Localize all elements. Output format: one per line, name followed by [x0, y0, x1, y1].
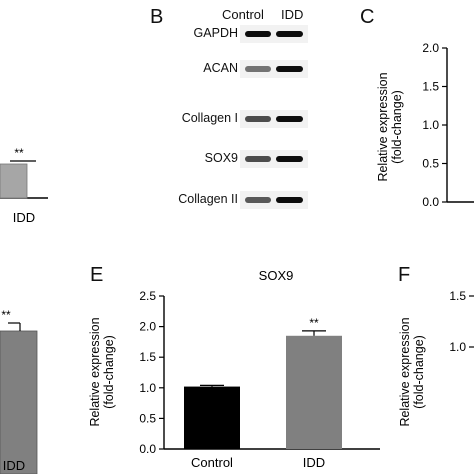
blot-label-sox9: SOX9	[204, 151, 238, 165]
panel-e-ytick-label: 1.5	[139, 350, 156, 364]
panel-d-xtick-label: IDD	[3, 458, 25, 473]
blot-label-acan: ACAN	[203, 61, 238, 75]
panel-c-ylabel: Relative expression(fold-change)	[376, 72, 404, 181]
blot-band-idd	[276, 31, 303, 37]
panel-e-significance: **	[309, 316, 319, 330]
panel-e-xtick-label: IDD	[303, 455, 325, 470]
panel-label-f: F	[398, 264, 411, 286]
blot-label-collagen-i: Collagen I	[181, 111, 238, 125]
blot-label-collagen-ii: Collagen II	[178, 192, 238, 206]
panel-f-ylabel: Relative expression(fold-change)	[398, 317, 426, 426]
panel-a-bar-idd	[0, 163, 28, 199]
panel-d-significance: **	[1, 308, 11, 322]
panel-f-ytick-label: 1.5	[449, 289, 466, 303]
blot-band-idd	[276, 66, 303, 72]
panel-c-ytick-label: 1.5	[422, 80, 439, 94]
blot-band-control	[245, 116, 271, 122]
blot-strip	[240, 60, 308, 78]
panel-c-ytick-label: 0.0	[422, 195, 439, 209]
blot-band-control	[245, 31, 271, 37]
blot-strip	[240, 191, 308, 209]
panel-e-bar-control	[184, 386, 240, 449]
panel-label-b: B	[150, 6, 164, 28]
panel-label-e: E	[90, 264, 104, 286]
panel-c-ytick-label: 2.0	[422, 41, 439, 55]
panel-e-xtick-label: Control	[191, 455, 233, 470]
panel-d-bar-idd	[0, 330, 38, 474]
panel-e-ytick-label: 0.5	[139, 411, 156, 425]
panel-label-c: C	[360, 6, 375, 28]
panel-e-bar-idd	[286, 335, 342, 449]
blot-band-idd	[276, 156, 303, 162]
blot-band-control	[245, 66, 271, 72]
panel-a-xtick-label: IDD	[13, 210, 35, 225]
blot-header-idd: IDD	[281, 7, 304, 22]
panel-f-ytick-label: 1.0	[449, 340, 466, 354]
panel-e-ytick-label: 1.0	[139, 381, 156, 395]
blot-band-idd	[276, 197, 303, 203]
panel-c-ytick-label: 1.0	[422, 118, 439, 132]
blot-band-idd	[276, 116, 303, 122]
blot-header-control: Control	[222, 7, 264, 22]
panel-e-ytick-label: 2.0	[139, 320, 156, 334]
panel-e-title: SOX9	[259, 268, 294, 283]
panel-a-significance: **	[14, 146, 24, 160]
panel-e-ytick-label: 2.5	[139, 289, 156, 303]
panel-c-ytick-label: 0.5	[422, 157, 439, 171]
panel-e-ytick-label: 0.0	[139, 442, 156, 456]
blot-label-gapdh: GAPDH	[193, 26, 238, 40]
blot-strip	[240, 110, 308, 128]
blot-band-control	[245, 197, 271, 203]
blot-strip	[240, 25, 308, 43]
panel-e-ylabel: Relative expression(fold-change)	[88, 317, 116, 426]
blot-band-control	[245, 156, 271, 162]
blot-strip	[240, 150, 308, 168]
